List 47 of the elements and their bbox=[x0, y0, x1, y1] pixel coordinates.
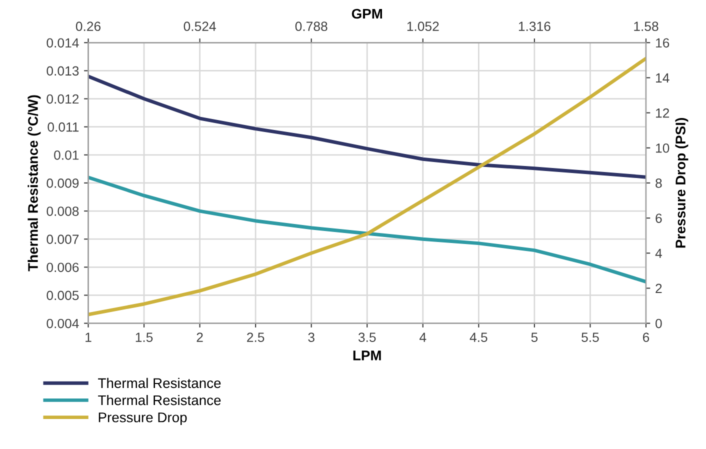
y-tick-label: 0.01 bbox=[54, 150, 79, 160]
x-tick-label: 2 bbox=[196, 332, 203, 342]
y-tick-label: 0.014 bbox=[46, 38, 79, 48]
x-tick-label: 1 bbox=[86, 332, 92, 342]
x2-tick-label: 1.052 bbox=[407, 22, 439, 32]
x-tick-label: 2.5 bbox=[247, 332, 264, 342]
x-tick-label: 5 bbox=[531, 332, 538, 342]
line-series bbox=[88, 74, 646, 179]
x2-tick-label: 1.58 bbox=[634, 22, 658, 32]
y-tick-label: 0.012 bbox=[46, 94, 79, 104]
x2-axis-title: GPM bbox=[352, 8, 382, 19]
y-tick-label: 0.008 bbox=[46, 206, 79, 216]
y2-tick-label: 2 bbox=[656, 284, 662, 293]
y-tick-label: 0.005 bbox=[46, 290, 79, 300]
x2-tick-label: 0.788 bbox=[295, 22, 328, 32]
line-series bbox=[88, 56, 646, 316]
y2-tick-label: 4 bbox=[655, 248, 662, 258]
y-axis-title: Thermal Resistance (°C/W) bbox=[28, 95, 41, 272]
y-tick-label: 0.006 bbox=[46, 262, 79, 272]
x-tick-label: 6 bbox=[642, 332, 650, 342]
y2-tick-label: 0 bbox=[656, 318, 662, 328]
y2-tick-label: 12 bbox=[656, 108, 670, 118]
y2-tick-label: 16 bbox=[656, 38, 670, 48]
y2-axis-title: Pressure Drop (PSI) bbox=[675, 118, 688, 248]
legend-label: Thermal Resistance bbox=[98, 378, 221, 388]
x-tick-label: 4 bbox=[420, 332, 426, 342]
y-tick-label: 0.009 bbox=[46, 178, 79, 188]
x-tick-label: 5.5 bbox=[582, 332, 599, 342]
y2-tick-label: 10 bbox=[656, 143, 670, 153]
y-tick-label: 0.013 bbox=[46, 66, 79, 76]
x-axis-title: LPM bbox=[353, 350, 381, 360]
x-tick-label: 4.5 bbox=[470, 332, 488, 342]
x-tick-label: 3.5 bbox=[358, 332, 376, 342]
y-tick-label: 0.004 bbox=[46, 318, 79, 328]
legend-label: Thermal Resistance bbox=[98, 394, 221, 406]
x-tick-label: 3 bbox=[308, 332, 314, 342]
y2-tick-label: 6 bbox=[656, 214, 662, 223]
x2-tick-label: 0.26 bbox=[76, 22, 101, 32]
y-tick-label: 0.011 bbox=[48, 122, 79, 132]
x2-tick-label: 0.524 bbox=[184, 22, 216, 32]
y-tick-label: 0.007 bbox=[46, 234, 79, 244]
line-series bbox=[88, 176, 646, 284]
legend-label: Pressure Drop bbox=[98, 412, 187, 426]
y2-tick-label: 14 bbox=[656, 73, 670, 83]
x-tick-label: 1.5 bbox=[136, 332, 153, 342]
y2-tick-label: 8 bbox=[656, 178, 662, 188]
x2-tick-label: 1.316 bbox=[518, 22, 550, 32]
